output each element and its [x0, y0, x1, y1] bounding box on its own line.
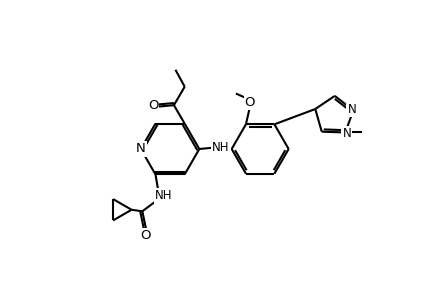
Text: N: N — [136, 142, 146, 156]
Text: N: N — [348, 103, 356, 116]
Text: NH: NH — [155, 190, 172, 202]
Text: N: N — [342, 127, 351, 140]
Text: O: O — [140, 229, 151, 242]
Text: O: O — [148, 100, 158, 112]
Text: NH: NH — [212, 141, 230, 154]
Text: O: O — [244, 96, 255, 109]
